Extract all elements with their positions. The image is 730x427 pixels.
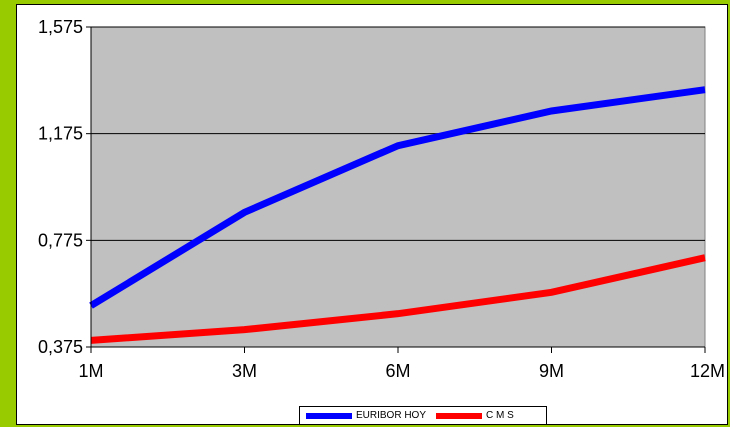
x-tick-label: 12M bbox=[690, 361, 725, 381]
y-tick-label: 1,175 bbox=[38, 124, 83, 144]
axes: 1,575 1,175 0,775 0,375 1M 3M 6M 9M 12M bbox=[38, 17, 725, 381]
y-tick-label: 1,575 bbox=[38, 17, 83, 37]
x-tick-label: 9M bbox=[539, 361, 564, 381]
legend-item-euribor: EURIBOR HOY bbox=[306, 410, 426, 421]
legend-item-cms: C M S bbox=[436, 410, 514, 421]
legend-label-euribor: EURIBOR HOY bbox=[356, 410, 427, 421]
x-tick-label: 6M bbox=[385, 361, 410, 381]
chart-area: 1,575 1,175 0,775 0,375 1M 3M 6M 9M 12M EURIBOR … bbox=[16, 4, 728, 425]
y-tick-label: 0,775 bbox=[38, 230, 83, 250]
x-tick-label: 1M bbox=[78, 361, 103, 381]
legend: EURIBOR HOY C M S bbox=[299, 406, 547, 425]
y-tick-label: 0,375 bbox=[38, 337, 83, 357]
line-chart: 1,575 1,175 0,775 0,375 1M 3M 6M 9M 12M bbox=[38, 17, 725, 381]
legend-swatch-euribor bbox=[306, 412, 352, 419]
plot-area bbox=[90, 26, 706, 348]
legend-label-cms: C M S bbox=[486, 410, 514, 421]
legend-swatch-cms bbox=[436, 412, 483, 419]
x-tick-label: 3M bbox=[232, 361, 257, 381]
